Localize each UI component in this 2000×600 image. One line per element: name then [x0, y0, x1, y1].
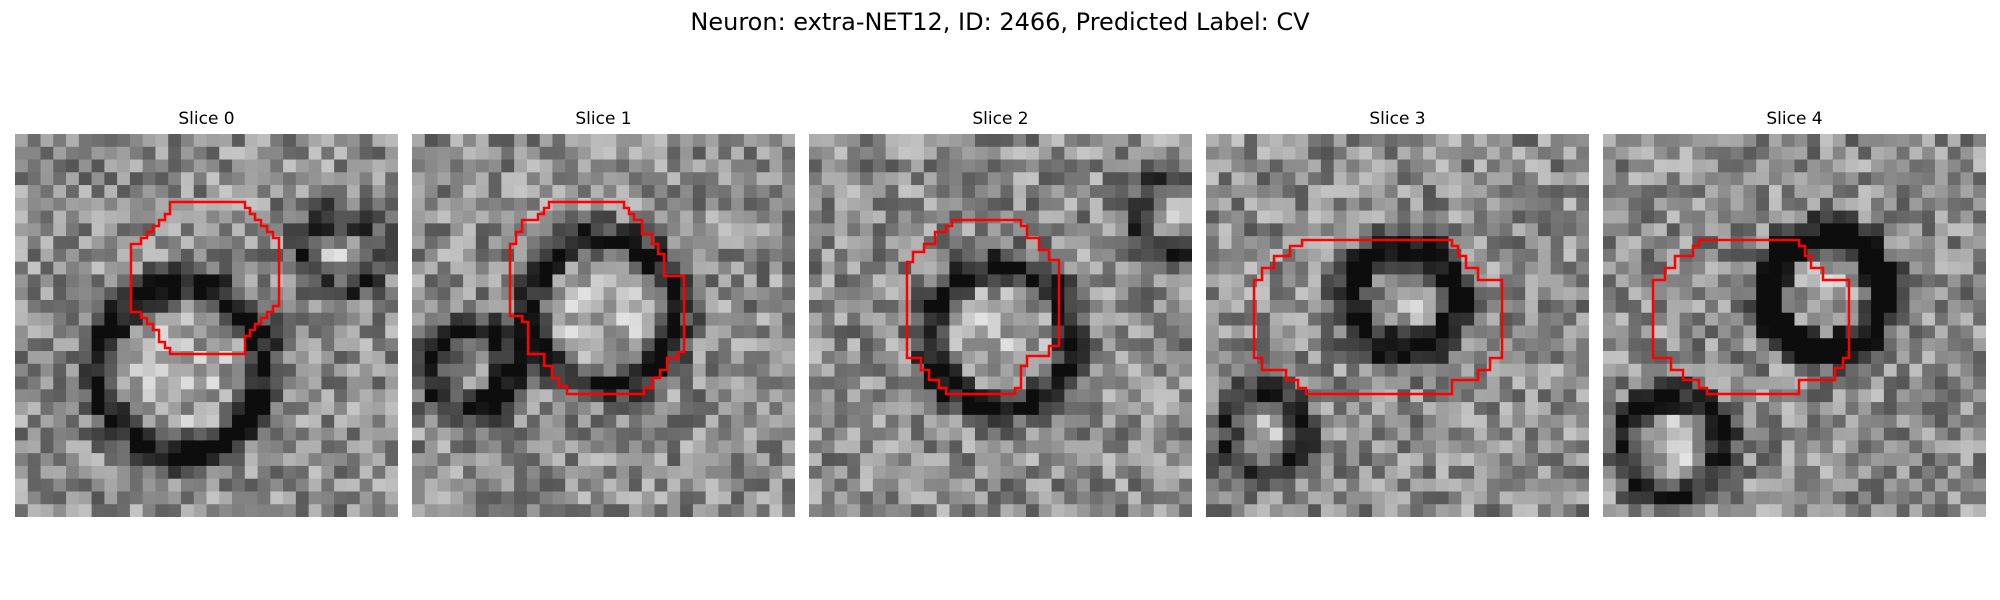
- slice-2-svg: [809, 134, 1192, 517]
- roi-contour: [1651, 238, 1851, 396]
- slice-3-svg: [1206, 134, 1589, 517]
- pixel-grid: [809, 134, 1192, 517]
- roi-contour: [1252, 238, 1504, 396]
- slice-panel-3: Slice 3: [1206, 108, 1589, 517]
- roi-contour: [129, 200, 281, 356]
- slice-title: Slice 4: [1766, 109, 1823, 129]
- slice-4-svg: [1603, 134, 1986, 517]
- slice-image: [412, 134, 795, 517]
- slice-0-svg: [15, 134, 398, 517]
- pixel-grid: [15, 134, 398, 517]
- slice-1-svg: [412, 134, 795, 517]
- slice-title: Slice 1: [575, 109, 632, 129]
- slice-title: Slice 3: [1369, 109, 1426, 129]
- slice-panel-4: Slice 4: [1603, 108, 1986, 517]
- slice-panel-0: Slice 0: [15, 108, 398, 517]
- slice-title: Slice 0: [178, 109, 235, 129]
- slice-panel-2: Slice 2: [809, 108, 1192, 517]
- roi-contour: [905, 218, 1061, 396]
- slice-image: [1206, 134, 1589, 517]
- slice-image: [15, 134, 398, 517]
- figure-title: Neuron: extra-NET12, ID: 2466, Predicted…: [690, 8, 1310, 36]
- slice-panel-1: Slice 1: [412, 108, 795, 517]
- slice-image: [1603, 134, 1986, 517]
- slice-image: [809, 134, 1192, 517]
- pixel-grid: [1603, 134, 1986, 517]
- pixel-grid: [1206, 134, 1589, 517]
- slice-title: Slice 2: [972, 109, 1029, 129]
- pixel-grid: [412, 134, 795, 517]
- roi-contour: [508, 200, 686, 396]
